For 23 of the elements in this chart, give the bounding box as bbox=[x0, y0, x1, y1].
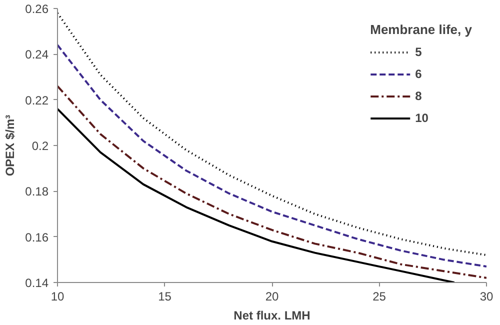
legend-label: 8 bbox=[415, 89, 423, 103]
y-tick-label: 0.2 bbox=[32, 139, 49, 153]
x-tick-label: 30 bbox=[480, 290, 494, 304]
x-tick-label: 10 bbox=[50, 290, 64, 304]
y-tick-label: 0.14 bbox=[25, 276, 49, 290]
y-tick-label: 0.26 bbox=[25, 2, 49, 16]
y-tick-label: 0.22 bbox=[25, 93, 49, 108]
x-axis-title: Net flux. LMH bbox=[234, 308, 310, 322]
line-series bbox=[58, 12, 486, 256]
legend-label: 5 bbox=[415, 45, 423, 59]
x-tick-label: 25 bbox=[372, 290, 386, 304]
y-tick-label: 0.18 bbox=[25, 184, 49, 199]
y-tick-label: 0.16 bbox=[25, 230, 49, 244]
line-series bbox=[58, 44, 486, 268]
line-series bbox=[58, 108, 456, 282]
legend-title: Membrane life, y bbox=[370, 22, 472, 37]
x-tick-label: 15 bbox=[158, 290, 172, 304]
x-tick-label: 20 bbox=[265, 290, 279, 304]
y-tick-label: 0.24 bbox=[25, 48, 49, 62]
legend-label: 6 bbox=[415, 67, 423, 81]
legend-label: 10 bbox=[415, 111, 430, 125]
line-series bbox=[58, 85, 486, 279]
y-axis-title: OPEX $/m³ bbox=[3, 114, 18, 176]
